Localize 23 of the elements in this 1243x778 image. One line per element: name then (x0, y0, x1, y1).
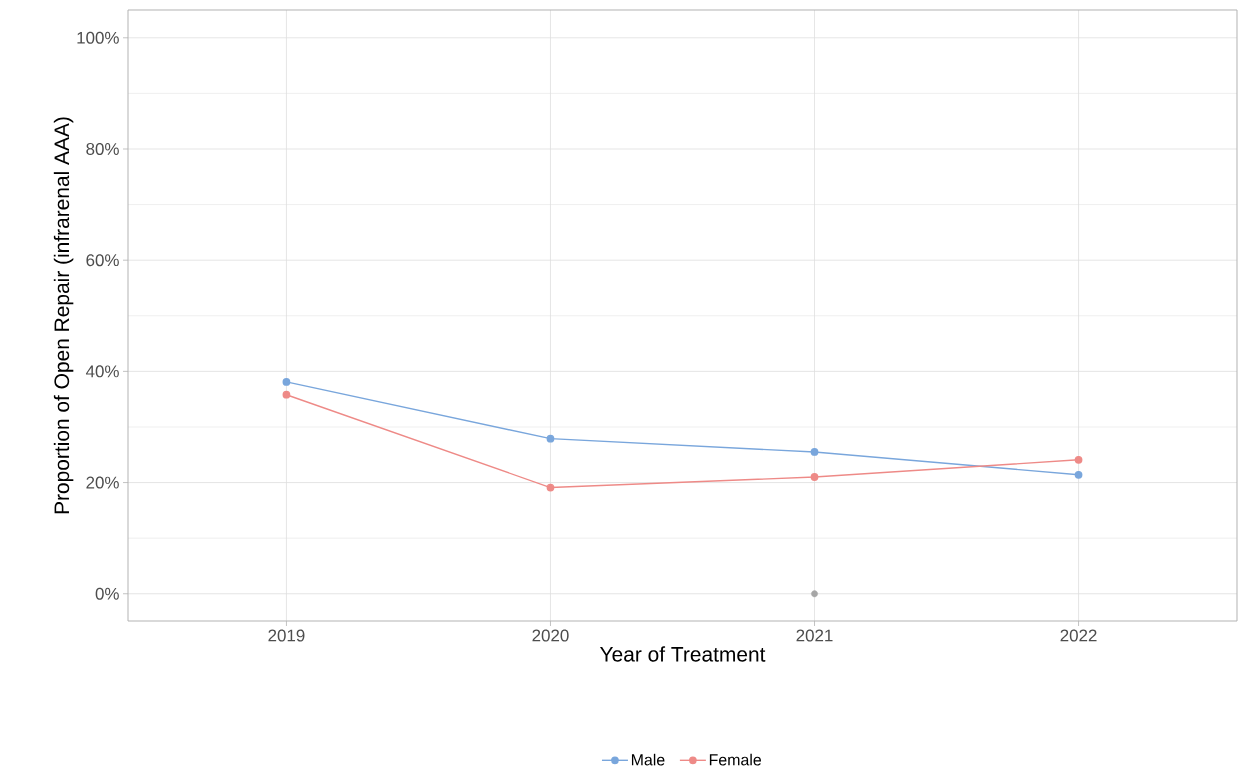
point (810, 448, 819, 456)
x-axis-title: Year of Treatment (599, 646, 766, 662)
x-tick-label: 2020 (532, 629, 569, 642)
x-tick-label: 2019 (268, 629, 305, 642)
point (810, 473, 819, 481)
y-tick-label: 40% (85, 365, 119, 378)
y-tick-label: 80% (86, 142, 119, 155)
y-tick-label: 60% (86, 254, 119, 267)
point (811, 590, 818, 598)
y-tick-label: 20% (86, 476, 119, 489)
y-tick-label: 0% (95, 587, 119, 600)
point (1074, 470, 1083, 479)
point (546, 483, 555, 492)
x-tick-label: 2022 (1060, 629, 1097, 642)
legend-label: Female (709, 753, 762, 766)
x-tick-label: 2021 (796, 629, 833, 642)
point (1074, 455, 1083, 464)
y-tick-label: 100% (77, 31, 119, 44)
point (282, 378, 291, 386)
point (282, 390, 291, 399)
y-axis-title: Proportion of Open Repair (infrarenal AAA) (53, 117, 74, 514)
point (546, 434, 555, 443)
legend-label: Male (631, 753, 665, 766)
